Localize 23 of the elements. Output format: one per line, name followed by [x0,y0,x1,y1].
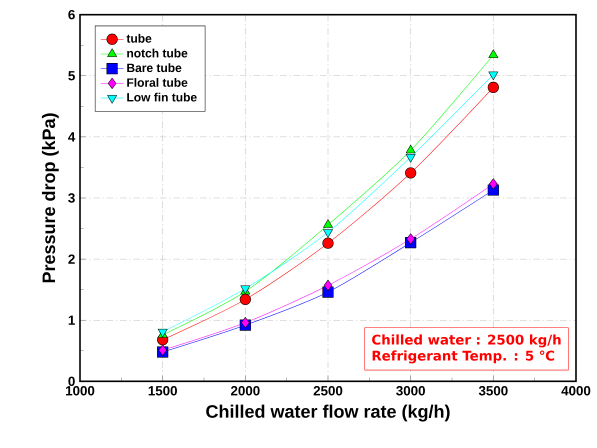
y-axis-title: Pressure drop (kPa) [42,113,59,282]
legend-label: Low fin tube [127,92,197,102]
legend-label: notch tube [127,48,188,58]
x-tick-label: 4000 [561,386,590,396]
x-tick-label: 2500 [314,386,342,396]
y-tick-label: 4 [68,132,76,142]
y-tick-label: 3 [68,193,75,203]
y-tick-label: 1 [68,316,75,325]
x-tick-label: 2000 [230,386,260,396]
y-tick-label: 2 [68,254,75,264]
legend-label: Bare tube [127,63,182,72]
legend-label: Floral tube [127,78,188,87]
legend-label: tube [126,34,152,43]
annotation: Refrigerant Temp. : 5 ℃ [372,350,554,364]
y-tick-label: 0 [68,376,75,386]
y-tick-label: 6 [68,10,75,20]
x-axis-title: Chilled water flow rate (kg/h) [206,404,450,422]
x-tick-label: 1000 [66,386,94,396]
x-tick-label: 1500 [148,386,177,396]
x-tick-label: 3000 [396,386,425,396]
annotation: Chilled water : 2500 kg/h [372,334,561,348]
x-tick-label: 3500 [478,386,508,396]
y-tick-label: 5 [68,71,75,80]
